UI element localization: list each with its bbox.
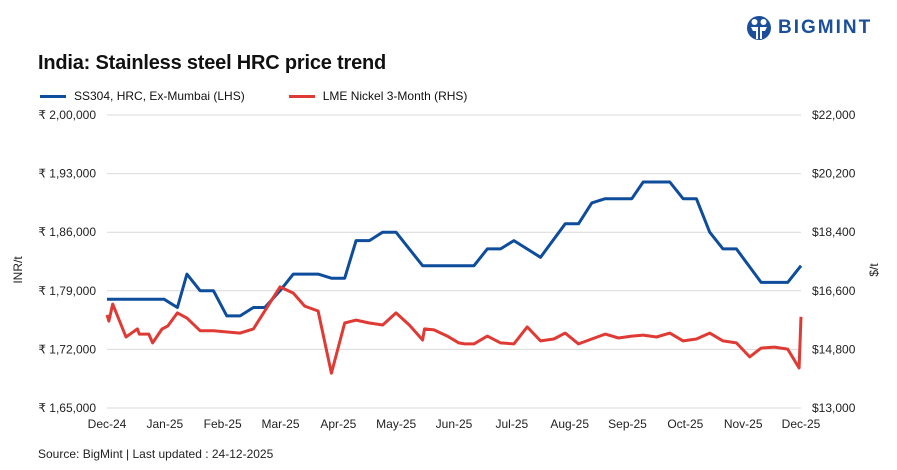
x-tick-label: Jul-25 xyxy=(495,417,528,431)
y2-tick-label: $16,600 xyxy=(812,284,856,298)
chart-title: India: Stainless steel HRC price trend xyxy=(38,52,387,74)
y-tick-label: ₹ 1,86,000 xyxy=(38,225,96,239)
legend-label: SS304, HRC, Ex-Mumbai (LHS) xyxy=(74,89,245,103)
x-tick-label: Nov-25 xyxy=(724,417,763,431)
logo-people-icon xyxy=(747,16,771,40)
legend-swatch-blue xyxy=(40,94,66,98)
x-tick-label: Sep-25 xyxy=(608,417,647,431)
x-tick-label: Jan-25 xyxy=(146,417,183,431)
x-tick-label: Mar-25 xyxy=(261,417,299,431)
legend-item-ss304: SS304, HRC, Ex-Mumbai (LHS) xyxy=(40,89,245,103)
y2-tick-label: $14,800 xyxy=(812,342,856,356)
legend-swatch-red xyxy=(288,94,315,98)
y2-axis-label: $/t xyxy=(867,263,881,277)
y-tick-label: ₹ 1,79,000 xyxy=(38,284,96,298)
x-tick-label: May-25 xyxy=(376,417,416,431)
y-axis-label: INR/t xyxy=(11,256,25,284)
y-tick-label: ₹ 1,65,000 xyxy=(38,401,96,415)
x-tick-label: Dec-24 xyxy=(88,417,127,431)
x-tick-label: Aug-25 xyxy=(550,417,589,431)
series-line-ss304 xyxy=(107,180,803,318)
legend: SS304, HRC, Ex-Mumbai (LHS) LME Nickel 3… xyxy=(40,89,467,103)
y2-tick-label: $18,400 xyxy=(812,225,856,239)
y-tick-label: ₹ 1,93,000 xyxy=(38,167,96,181)
y-tick-label: ₹ 1,72,000 xyxy=(38,342,96,356)
y2-tick-label: $13,000 xyxy=(812,401,856,415)
x-tick-label: Dec-25 xyxy=(782,417,821,431)
y-tick-label: ₹ 2,00,000 xyxy=(38,108,96,122)
x-tick-label: Jun-25 xyxy=(436,417,473,431)
series-line-nickel xyxy=(105,285,803,375)
x-tick-label: Oct-25 xyxy=(667,417,703,431)
bigmint-logo: BIGMINT xyxy=(746,14,872,42)
y2-tick-label: $20,200 xyxy=(812,167,856,181)
legend-item-nickel: LME Nickel 3-Month (RHS) xyxy=(288,89,468,103)
brand-name: BIGMINT xyxy=(778,17,873,38)
x-tick-label: Feb-25 xyxy=(204,417,242,431)
legend-label: LME Nickel 3-Month (RHS) xyxy=(322,89,468,103)
source-note: Source: BigMint | Last updated : 24-12-2… xyxy=(38,447,274,461)
y2-tick-label: $22,000 xyxy=(812,108,856,122)
x-tick-label: Apr-25 xyxy=(320,417,356,431)
